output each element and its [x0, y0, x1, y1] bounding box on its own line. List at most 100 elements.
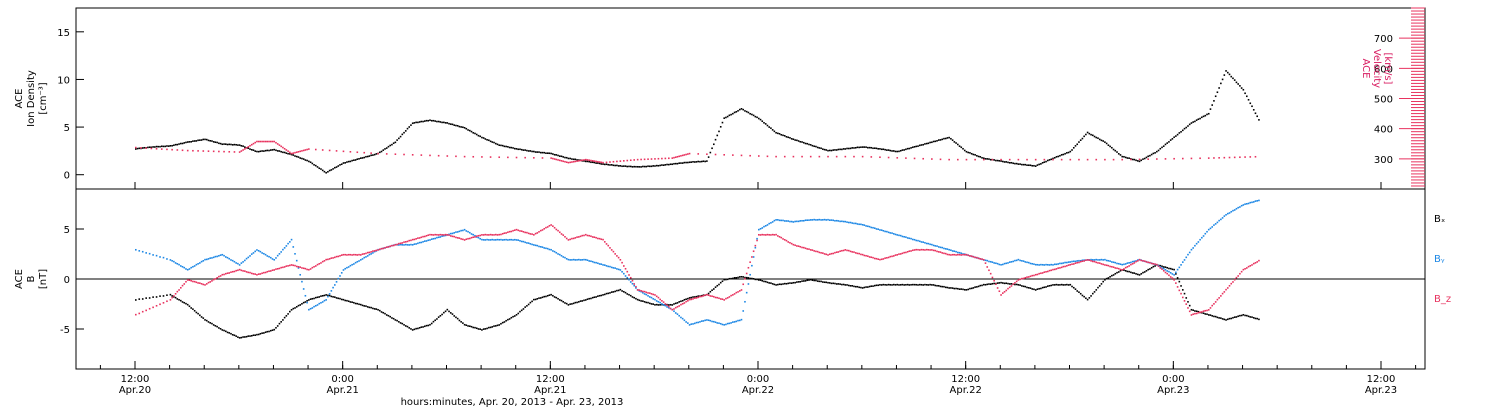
top-point [135, 148, 137, 150]
bottom-point [323, 294, 326, 297]
bottom-point [1050, 263, 1053, 266]
bottom-point [323, 260, 326, 262]
bottom-point [870, 226, 873, 229]
bottom-point [1180, 264, 1182, 266]
bottom-point [1043, 286, 1046, 289]
bottom-point [617, 289, 620, 292]
bottom-point [268, 330, 270, 333]
top-point [880, 148, 883, 151]
bottom-point [1033, 274, 1035, 277]
bottom-point [368, 253, 371, 256]
bottom-point [237, 269, 239, 272]
bottom-point [806, 248, 809, 250]
bottom-point [557, 297, 559, 300]
top-point [1074, 145, 1077, 147]
top-point [974, 158, 976, 161]
bottom-point [579, 235, 582, 238]
bottom-point [1000, 281, 1002, 284]
bottom-point [280, 251, 282, 253]
bottom-point [1188, 251, 1191, 254]
bottom-point [233, 334, 236, 337]
bottom-point [456, 237, 459, 239]
bottom-point [820, 252, 822, 254]
top-point [687, 153, 689, 155]
bottom-point [1214, 315, 1217, 318]
bottom-point [427, 324, 430, 327]
bottom-point [411, 238, 414, 241]
bottom-point [669, 307, 672, 310]
bottom-point [389, 245, 391, 248]
top-point [150, 147, 153, 150]
bottom-point [1100, 263, 1103, 265]
bottom-point [1246, 267, 1248, 269]
top-point [325, 171, 327, 174]
bottom-point [725, 297, 727, 300]
bottom-point [520, 230, 523, 232]
top-point [619, 165, 622, 167]
bottom-point [240, 262, 243, 264]
bottom-point [1050, 269, 1053, 272]
bottom-point [240, 269, 243, 272]
top-point [586, 160, 589, 163]
top-point [749, 154, 751, 157]
bottom-point [392, 244, 395, 247]
bottom-point [520, 240, 523, 243]
bottom-point [1251, 201, 1253, 204]
bottom-point [958, 288, 961, 290]
top-point [943, 137, 945, 140]
bottom-point [1207, 309, 1210, 311]
bottom-point [763, 280, 765, 283]
top-point [557, 159, 559, 161]
bottom-point [965, 253, 968, 256]
bottom-point [306, 301, 308, 304]
bottom-point [603, 241, 606, 243]
top-point [235, 143, 237, 146]
top-point [1045, 160, 1047, 163]
top-point [294, 151, 296, 154]
bottom-point [1111, 261, 1113, 263]
top-point [238, 144, 241, 146]
bottom-point [936, 245, 938, 247]
bottom-point [1176, 286, 1179, 288]
bottom-point [166, 300, 168, 303]
top-point [835, 149, 838, 151]
bottom-point [889, 284, 892, 286]
bottom-point [1100, 258, 1103, 261]
top-point [1235, 81, 1238, 84]
top-ytick-label: 10 [57, 75, 70, 86]
bottom-point [1207, 228, 1210, 231]
bottom-point [977, 257, 980, 260]
top-point [283, 147, 286, 150]
top-point [429, 154, 431, 157]
top-point [1251, 105, 1253, 108]
bottom-point [726, 297, 729, 299]
top-point [925, 142, 928, 145]
top-point [970, 152, 973, 155]
top-point [590, 159, 592, 162]
top-point [846, 147, 848, 150]
bottom-point [366, 255, 369, 257]
bottom-point [600, 263, 603, 265]
bottom-point [948, 253, 950, 256]
bottom-point [674, 302, 677, 305]
bottom-point [482, 328, 485, 330]
bottom-point [503, 238, 506, 241]
bottom-point [1091, 292, 1094, 295]
bottom-point [1098, 285, 1101, 287]
top-point [706, 153, 708, 156]
bottom-point [891, 232, 893, 234]
bottom-point [591, 296, 594, 299]
bottom-point [200, 260, 203, 263]
bottom-point [1202, 310, 1205, 312]
top-point [903, 149, 905, 151]
top-point [287, 150, 289, 152]
bottom-point [1074, 260, 1077, 263]
bottom-point [706, 319, 708, 321]
top-point [870, 146, 873, 149]
bottom-point [913, 238, 916, 241]
bottom-point [1175, 271, 1177, 274]
bottom-point [335, 281, 338, 283]
xaxis-label: hours:minutes, Apr. 20, 2013 - Apr. 23, … [401, 397, 624, 408]
bottom-point [1244, 267, 1246, 270]
top-point [775, 131, 777, 134]
